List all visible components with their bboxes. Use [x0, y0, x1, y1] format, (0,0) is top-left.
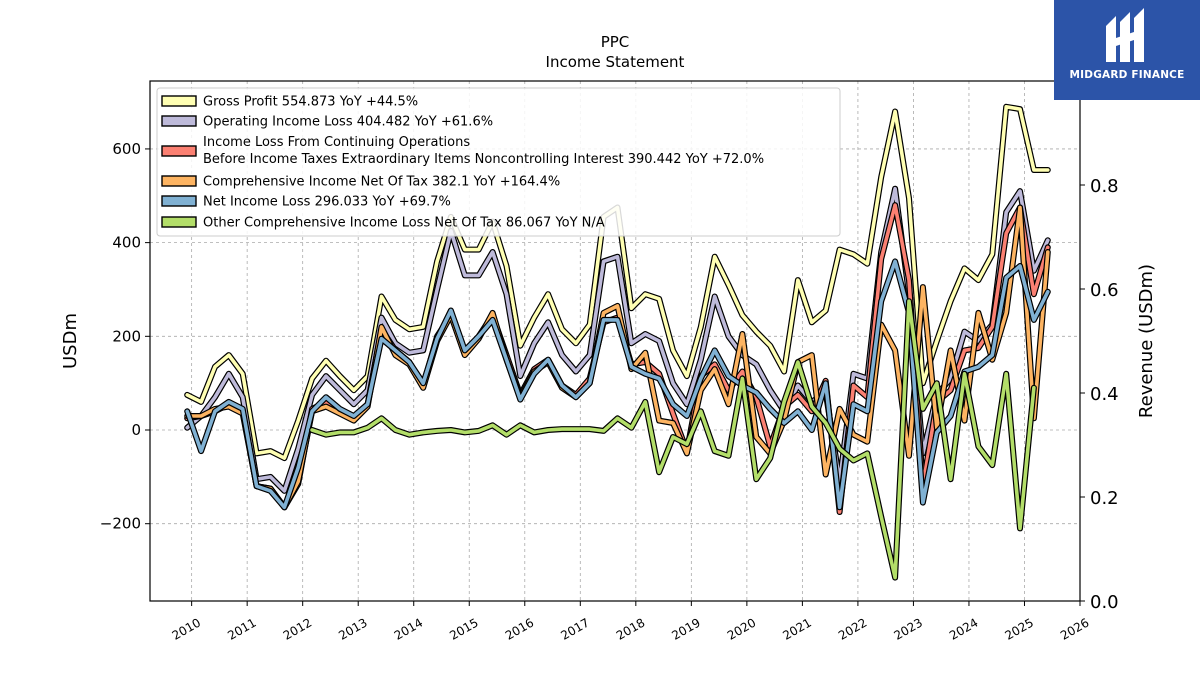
x-tick-label: 2025 [1003, 615, 1036, 642]
legend-box [156, 87, 841, 237]
y-axis-label: USDm [60, 313, 81, 369]
x-tick-label: 2011 [225, 615, 258, 642]
y-tick-label: 0 [131, 421, 141, 439]
x-tick-label: 2014 [392, 615, 425, 642]
y2-tick-label: 0.0 [1090, 592, 1119, 613]
legend-swatch [161, 95, 197, 107]
legend-label: Other Comprehensive Income Loss Net Of T… [203, 216, 605, 231]
series-line [310, 299, 1036, 580]
legend-swatch [161, 115, 197, 127]
x-tick-label: 2021 [780, 615, 813, 642]
y-tick-label: 200 [112, 327, 141, 345]
chart-subtitle: Income Statement [546, 53, 685, 71]
y2-tick-label: 0.2 [1090, 488, 1119, 509]
plot-frame [149, 80, 1081, 602]
y2-tick-label: 0.4 [1090, 384, 1119, 405]
y-tick-label: −200 [100, 515, 141, 533]
legend-label: Comprehensive Income Net Of Tax 382.1 Yo… [203, 175, 560, 190]
x-tick-label: 2017 [558, 615, 591, 642]
legend-label: Gross Profit 554.873 YoY +44.5% [203, 95, 418, 110]
series-5 [309, 298, 1037, 581]
x-tick-label: 2018 [614, 615, 647, 642]
y-tick-label: 600 [112, 140, 141, 158]
x-tick-label: 2016 [503, 615, 536, 642]
legend: Gross Profit 554.873 YoY +44.5% Operating… [156, 87, 841, 237]
x-tick-label: 2015 [447, 615, 480, 642]
logo-text: MIDGARD FINANCE [1069, 69, 1185, 81]
x-tick-label: 2012 [281, 615, 314, 642]
legend-swatch [161, 216, 197, 228]
legend-swatch [161, 175, 197, 187]
x-tick-label: 2010 [170, 615, 203, 642]
y2-axis-label: Revenue (USDm) [1136, 264, 1157, 418]
logo-mark-icon [1106, 8, 1144, 62]
legend-label: Income Loss From Continuing Operations [203, 135, 470, 150]
legend-swatch [161, 145, 197, 157]
y2-tick-label: 0.8 [1090, 176, 1119, 197]
x-tick-label: 2013 [336, 615, 369, 642]
series-line [185, 259, 1050, 510]
legend-swatch [161, 195, 197, 207]
midgard-finance-logo: MIDGARD FINANCE [1054, 0, 1200, 100]
x-tick-label: 2022 [836, 615, 869, 642]
x-tick-label: 2026 [1058, 615, 1091, 642]
series-4 [184, 258, 1051, 511]
x-tick-label: 2020 [725, 615, 758, 642]
x-tick-label: 2019 [669, 615, 702, 642]
legend-label: Operating Income Loss 404.482 YoY +61.6% [203, 115, 493, 130]
legend-label: Net Income Loss 296.033 YoY +69.7% [203, 195, 451, 210]
chart-title: PPC [601, 33, 630, 51]
x-tick-label: 2023 [891, 615, 924, 642]
x-tick-label: 2024 [947, 615, 980, 642]
y2-tick-label: 0.6 [1090, 280, 1119, 301]
y-tick-label: 400 [112, 234, 141, 252]
legend-label: Before Income Taxes Extraordinary Items … [203, 152, 764, 167]
